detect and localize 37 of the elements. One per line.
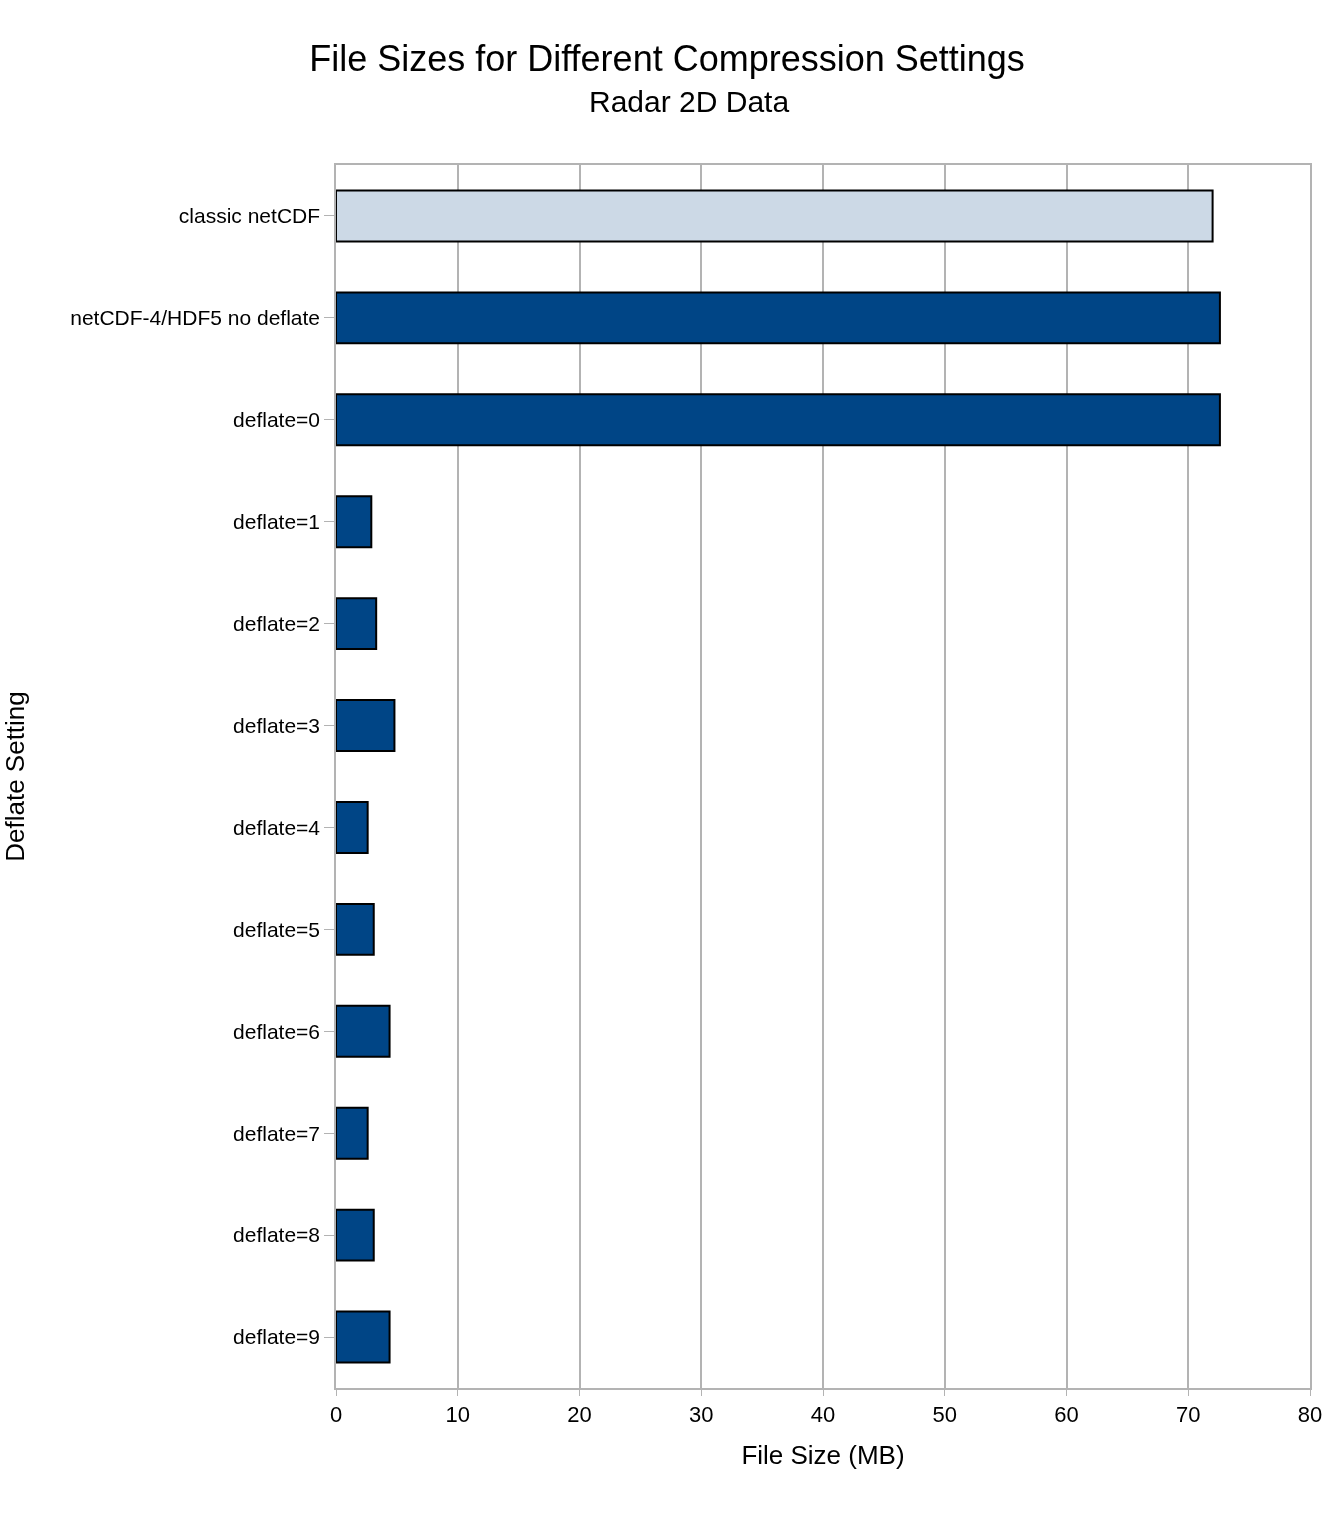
y-tick-label: deflate=6 <box>233 1019 321 1043</box>
bar <box>336 1208 375 1262</box>
bar <box>336 800 369 854</box>
bar <box>336 495 373 549</box>
bar <box>336 902 375 956</box>
bar <box>336 189 1214 243</box>
bar <box>336 699 396 753</box>
bar <box>336 393 1221 447</box>
bar <box>336 1106 369 1160</box>
y-tick-label: deflate=9 <box>233 1325 321 1349</box>
bar <box>336 597 378 651</box>
y-tick-label: deflate=1 <box>233 510 321 534</box>
y-tick-label: netCDF-4/HDF5 no deflate <box>70 306 321 330</box>
y-tick-label: deflate=0 <box>233 408 321 432</box>
bar <box>336 1310 391 1364</box>
y-tick-label: deflate=3 <box>233 713 321 737</box>
bar <box>336 1004 391 1058</box>
chart-title: File Sizes for Different Compression Settings <box>309 37 1025 79</box>
y-tick-label: deflate=7 <box>233 1121 321 1145</box>
x-tick-label: 0 <box>329 1402 343 1428</box>
x-tick-label: 70 <box>1176 1402 1201 1428</box>
y-axis-title: Deflate Setting <box>0 691 30 862</box>
x-tick-label: 80 <box>1297 1402 1323 1428</box>
bar <box>336 291 1221 345</box>
x-tick-label: 50 <box>932 1402 957 1428</box>
x-axis-title: File Size (MB) <box>741 1440 905 1471</box>
x-tick-label: 10 <box>445 1402 470 1428</box>
y-tick-label: deflate=5 <box>233 917 321 941</box>
x-tick-label: 20 <box>567 1402 592 1428</box>
y-tick-label: deflate=4 <box>233 815 321 839</box>
x-tick-label: 40 <box>810 1402 836 1428</box>
y-tick-label: deflate=2 <box>233 611 321 635</box>
x-tick-label: 60 <box>1054 1402 1079 1428</box>
x-tick-label: 30 <box>689 1402 714 1428</box>
y-tick-label: deflate=8 <box>233 1223 321 1247</box>
chart-subtitle: Radar 2D Data <box>589 85 790 118</box>
y-tick-label: classic netCDF <box>178 204 321 228</box>
